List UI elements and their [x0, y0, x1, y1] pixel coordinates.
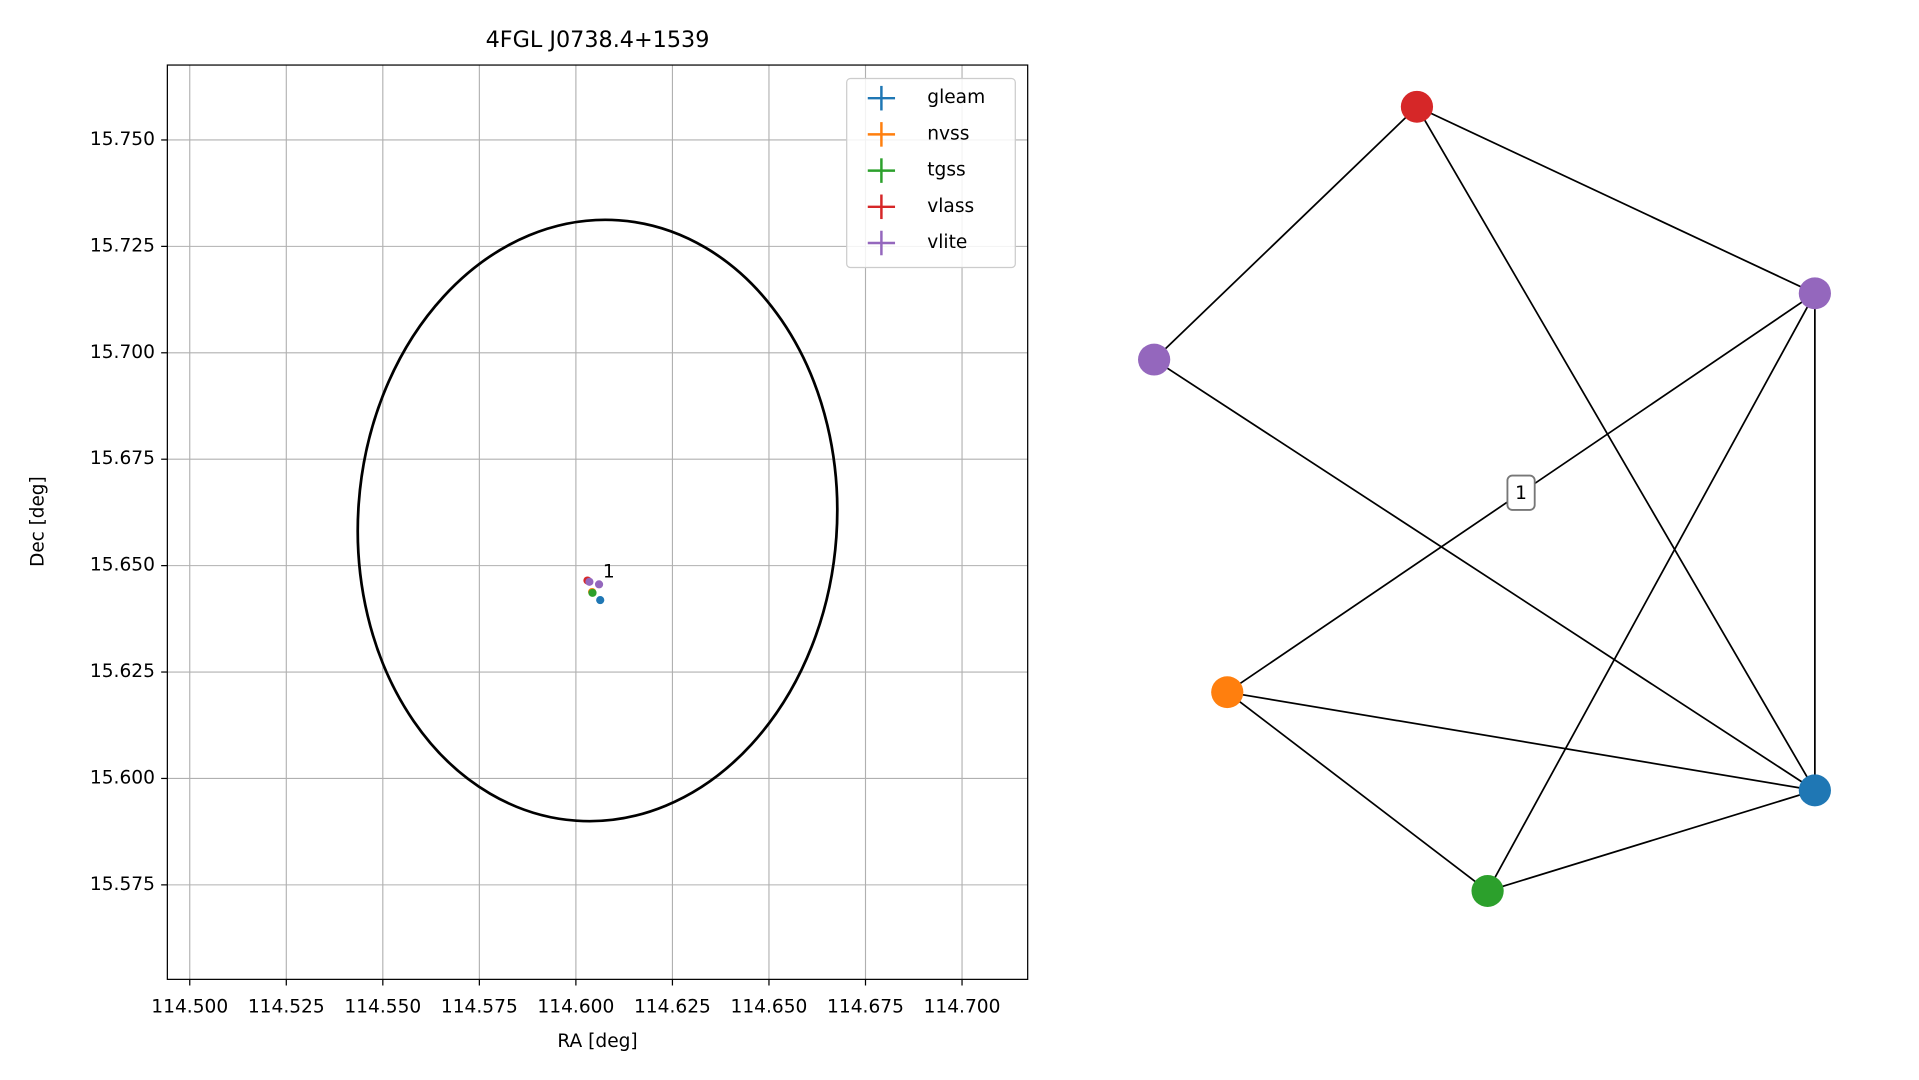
node [1138, 343, 1171, 376]
legend-label: nvss [927, 123, 969, 144]
edge [1227, 691, 1816, 792]
edge-label: 1 [1515, 483, 1527, 504]
node [1798, 774, 1831, 807]
y-tick-label: 15.725 [90, 235, 155, 256]
edge [1487, 789, 1816, 892]
edge [1153, 106, 1418, 361]
edge [1416, 105, 1816, 295]
y-tick-label: 15.675 [90, 448, 155, 469]
node [1211, 676, 1244, 709]
x-tick-label: 114.600 [537, 997, 614, 1018]
edge [1153, 358, 1816, 792]
y-tick-label: 15.600 [90, 768, 155, 789]
legend-label: vlass [927, 196, 974, 217]
chart-title: 4FGL J0738.4+1539 [486, 27, 710, 53]
point [596, 596, 605, 605]
x-tick-label: 114.550 [344, 997, 421, 1018]
node [1798, 277, 1831, 310]
y-tick-label: 15.750 [90, 129, 155, 150]
y-tick-label: 15.700 [90, 342, 155, 363]
edge [1486, 292, 1816, 892]
x-tick-label: 114.675 [827, 997, 904, 1018]
edge-label-box [1506, 474, 1536, 511]
legend-label: gleam [927, 87, 985, 108]
x-tick-label: 114.525 [248, 997, 325, 1018]
y-tick-label: 15.575 [90, 874, 155, 895]
point [585, 577, 594, 586]
legend-label: vlite [927, 232, 967, 253]
node [1471, 875, 1504, 907]
x-tick-label: 114.700 [924, 997, 1001, 1018]
legend-label: tgss [927, 160, 965, 181]
point [588, 588, 597, 597]
y-tick-label: 15.625 [90, 661, 155, 682]
x-tick-label: 114.575 [441, 997, 518, 1018]
x-axis-label: RA [deg] [557, 1031, 637, 1052]
x-tick-label: 114.625 [634, 997, 711, 1018]
y-tick-label: 15.650 [90, 555, 155, 576]
legend-box [846, 77, 1016, 269]
node [1400, 90, 1434, 123]
axes-frame [166, 64, 1029, 980]
edge [1226, 691, 1489, 892]
point [594, 580, 604, 589]
error-ellipse [356, 218, 839, 823]
edge [1416, 106, 1816, 791]
x-tick-label: 114.500 [151, 997, 228, 1018]
y-axis-label: Dec [deg] [27, 476, 48, 567]
annotation: 1 [603, 561, 615, 582]
x-tick-label: 114.650 [731, 997, 808, 1018]
